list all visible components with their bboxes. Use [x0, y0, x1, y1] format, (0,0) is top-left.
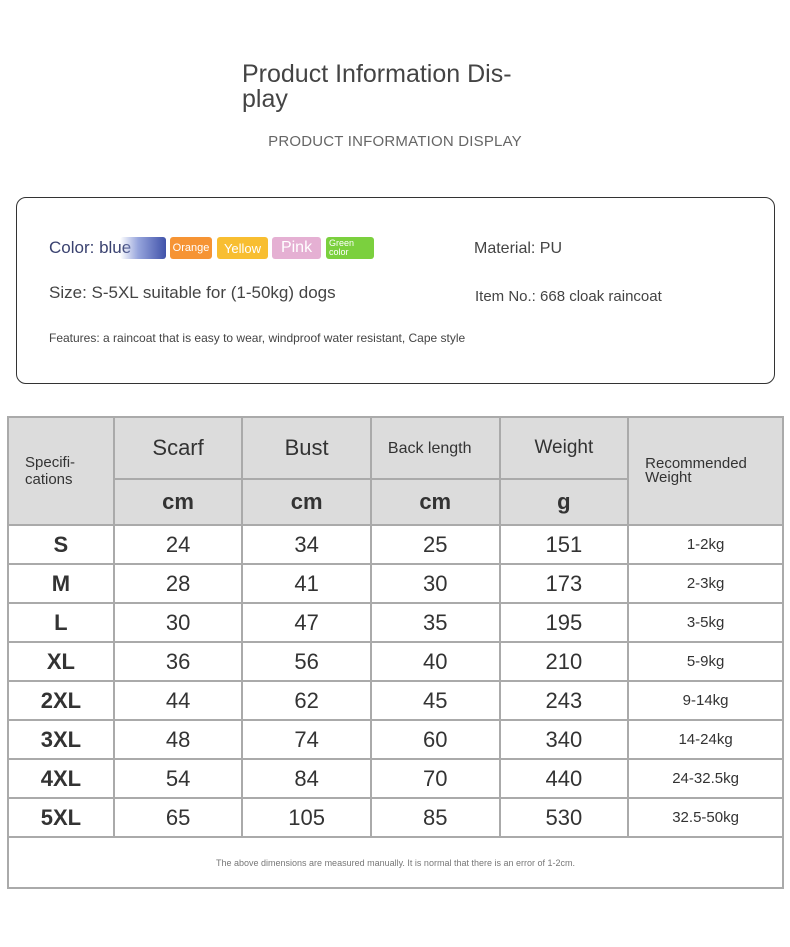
cell-weight: 530: [498, 797, 630, 838]
cell-bust: 34: [241, 524, 372, 565]
unit-bust: cm: [241, 478, 372, 526]
cell-size: M: [7, 563, 115, 604]
table-row: L 30 47 35 195 3-5kg: [7, 602, 784, 643]
cell-weight: 243: [498, 680, 630, 721]
cell-bust: 84: [241, 758, 372, 799]
col-header-recommended-weight: Recommended Weight: [627, 416, 784, 526]
cell-bust: 74: [241, 719, 372, 760]
col-header-weight: Weight: [498, 416, 630, 480]
page-subtitle: PRODUCT INFORMATION DISPLAY: [268, 133, 522, 150]
cell-size: 3XL: [7, 719, 115, 760]
table-row: 5XL 65 105 85 530 32.5-50kg: [7, 797, 784, 838]
cell-recommended-weight: 2-3kg: [627, 563, 784, 604]
cell-back-length: 35: [369, 602, 501, 643]
unit-weight: g: [498, 478, 630, 526]
cell-scarf: 30: [112, 602, 244, 643]
cell-back-length: 25: [369, 524, 501, 565]
cell-back-length: 30: [369, 563, 501, 604]
cell-size: 5XL: [7, 797, 115, 838]
measurement-note: The above dimensions are measured manual…: [7, 836, 784, 889]
page-title: Product Information Dis- play: [242, 60, 512, 113]
cell-recommended-weight: 5-9kg: [627, 641, 784, 682]
cell-weight: 210: [498, 641, 630, 682]
cell-weight: 440: [498, 758, 630, 799]
swatch-blue: [120, 237, 166, 259]
cell-bust: 56: [241, 641, 372, 682]
unit-back-length: cm: [369, 478, 501, 526]
cell-size: 4XL: [7, 758, 115, 799]
cell-bust: 62: [241, 680, 372, 721]
swatch-green: Green color: [326, 237, 374, 259]
cell-recommended-weight: 1-2kg: [627, 524, 784, 565]
cell-size: S: [7, 524, 115, 565]
spec-header: Specifi- cations: [7, 416, 115, 526]
table-row: XL 36 56 40 210 5-9kg: [7, 641, 784, 682]
swatch-orange: Orange: [170, 237, 212, 259]
cell-scarf: 24: [112, 524, 244, 565]
cell-weight: 173: [498, 563, 630, 604]
col-header-scarf: Scarf: [112, 416, 244, 480]
cell-back-length: 70: [369, 758, 501, 799]
cell-size: XL: [7, 641, 115, 682]
cell-scarf: 65: [112, 797, 244, 838]
cell-weight: 340: [498, 719, 630, 760]
unit-scarf: cm: [112, 478, 244, 526]
cell-recommended-weight: 9-14kg: [627, 680, 784, 721]
swatch-yellow: Yellow: [217, 237, 268, 259]
cell-recommended-weight: 32.5-50kg: [627, 797, 784, 838]
cell-bust: 47: [241, 602, 372, 643]
cell-back-length: 85: [369, 797, 501, 838]
cell-recommended-weight: 3-5kg: [627, 602, 784, 643]
size-text: Size: S-5XL suitable for (1-50kg) dogs: [49, 283, 336, 302]
cell-bust: 41: [241, 563, 372, 604]
cell-scarf: 44: [112, 680, 244, 721]
info-card: [16, 197, 775, 384]
table-row: 3XL 48 74 60 340 14-24kg: [7, 719, 784, 760]
col-header-back-length: Back length: [369, 416, 501, 480]
table-row: S 24 34 25 151 1-2kg: [7, 524, 784, 565]
cell-scarf: 48: [112, 719, 244, 760]
cell-bust: 105: [241, 797, 372, 838]
cell-scarf: 54: [112, 758, 244, 799]
cell-size: 2XL: [7, 680, 115, 721]
cell-scarf: 36: [112, 641, 244, 682]
cell-weight: 195: [498, 602, 630, 643]
swatch-pink: Pink: [272, 237, 321, 259]
cell-weight: 151: [498, 524, 630, 565]
cell-recommended-weight: 24-32.5kg: [627, 758, 784, 799]
cell-size: L: [7, 602, 115, 643]
color-label: Color: blue: [49, 238, 132, 257]
item-number-text: Item No.: 668 cloak raincoat: [475, 288, 662, 305]
size-table: Specifi- cations Scarf Bust Back length …: [7, 416, 784, 889]
col-header-bust: Bust: [241, 416, 372, 480]
table-row: 2XL 44 62 45 243 9-14kg: [7, 680, 784, 721]
table-row: 4XL 54 84 70 440 24-32.5kg: [7, 758, 784, 799]
material-text: Material: PU: [474, 240, 563, 257]
cell-scarf: 28: [112, 563, 244, 604]
table-row: M 28 41 30 173 2-3kg: [7, 563, 784, 604]
features-text: Features: a raincoat that is easy to wea…: [49, 331, 466, 345]
cell-back-length: 45: [369, 680, 501, 721]
cell-back-length: 60: [369, 719, 501, 760]
cell-back-length: 40: [369, 641, 501, 682]
cell-recommended-weight: 14-24kg: [627, 719, 784, 760]
